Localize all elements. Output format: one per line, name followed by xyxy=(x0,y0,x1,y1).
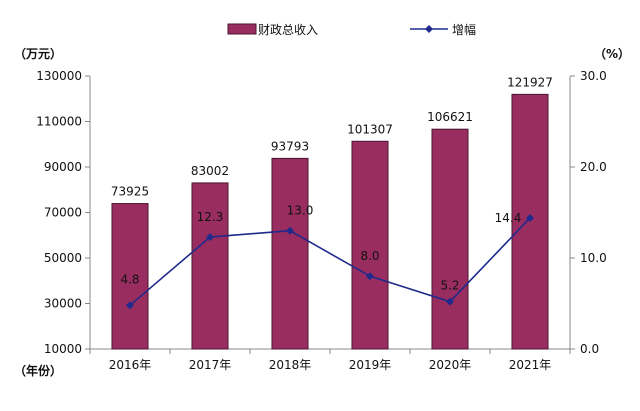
growth-point xyxy=(206,233,214,242)
bar-labels: 73925 83002 93793 101307 106621 121927 xyxy=(111,75,553,198)
bar xyxy=(431,128,469,350)
bar-value-label: 106621 xyxy=(427,110,473,124)
x-axis-unit: （年份） xyxy=(14,363,62,378)
right-axis-ticks: 0.0 10.0 20.0 30.0 xyxy=(570,69,607,356)
growth-value-label: 12.3 xyxy=(197,210,224,224)
left-tick-label: 50000 xyxy=(44,251,82,265)
growth-labels: 4.8 12.3 13.0 8.0 5.2 14.4 xyxy=(120,204,521,293)
growth-point xyxy=(526,213,534,222)
growth-value-label: 14.4 xyxy=(495,211,522,225)
x-tick-label: 2018年 xyxy=(269,358,312,372)
right-tick-label: 10.0 xyxy=(580,251,607,265)
bar xyxy=(271,157,309,350)
bar-value-label: 101307 xyxy=(347,122,393,136)
right-tick-label: 20.0 xyxy=(580,160,607,174)
growth-point xyxy=(286,226,294,235)
x-tick-label: 2019年 xyxy=(349,358,392,372)
left-tick-label: 110000 xyxy=(36,115,82,129)
left-tick-label: 10000 xyxy=(44,342,82,356)
bar xyxy=(351,140,389,350)
left-tick-label: 130000 xyxy=(36,69,82,83)
x-tick-label: 2017年 xyxy=(189,358,232,372)
bar-value-label: 83002 xyxy=(191,164,229,178)
growth-point xyxy=(366,272,374,281)
right-tick-label: 0.0 xyxy=(580,342,599,356)
bar-value-label: 93793 xyxy=(271,139,309,153)
legend-label-line: 增幅 xyxy=(452,22,476,37)
left-axis-unit: （万元） xyxy=(14,46,62,61)
left-axis-ticks: 10000 30000 50000 70000 90000 110000 130000 xyxy=(36,69,90,356)
right-tick-label: 30.0 xyxy=(580,69,607,83)
x-tick-label: 2016年 xyxy=(109,358,152,372)
left-tick-label: 30000 xyxy=(44,297,82,311)
left-tick-label: 70000 xyxy=(44,206,82,220)
x-axis-ticks: 2016年 2017年 2018年 2019年 2020年 2021年 xyxy=(89,349,571,372)
legend-swatch-bar xyxy=(227,23,257,35)
growth-value-label: 8.0 xyxy=(360,249,379,263)
legend-label-bar: 财政总收入 xyxy=(258,23,318,37)
x-tick-label: 2021年 xyxy=(509,358,552,372)
growth-line xyxy=(126,213,534,310)
x-tick-label: 2020年 xyxy=(429,358,472,372)
legend: 财政总收入 增幅 xyxy=(227,22,476,37)
bar xyxy=(511,93,549,350)
growth-value-label: 4.8 xyxy=(120,272,139,286)
bar-value-label: 73925 xyxy=(111,185,149,199)
growth-line-path xyxy=(129,217,531,306)
bar xyxy=(191,182,229,350)
bar-value-label: 121927 xyxy=(507,75,553,89)
bars xyxy=(111,93,549,350)
growth-point xyxy=(446,297,454,306)
legend-marker-line xyxy=(425,25,433,33)
bar xyxy=(111,203,149,350)
growth-value-label: 13.0 xyxy=(287,204,314,218)
growth-value-label: 5.2 xyxy=(440,279,459,293)
left-tick-label: 90000 xyxy=(44,160,82,174)
right-axis-unit: （%） xyxy=(594,46,630,61)
growth-point xyxy=(126,301,134,310)
